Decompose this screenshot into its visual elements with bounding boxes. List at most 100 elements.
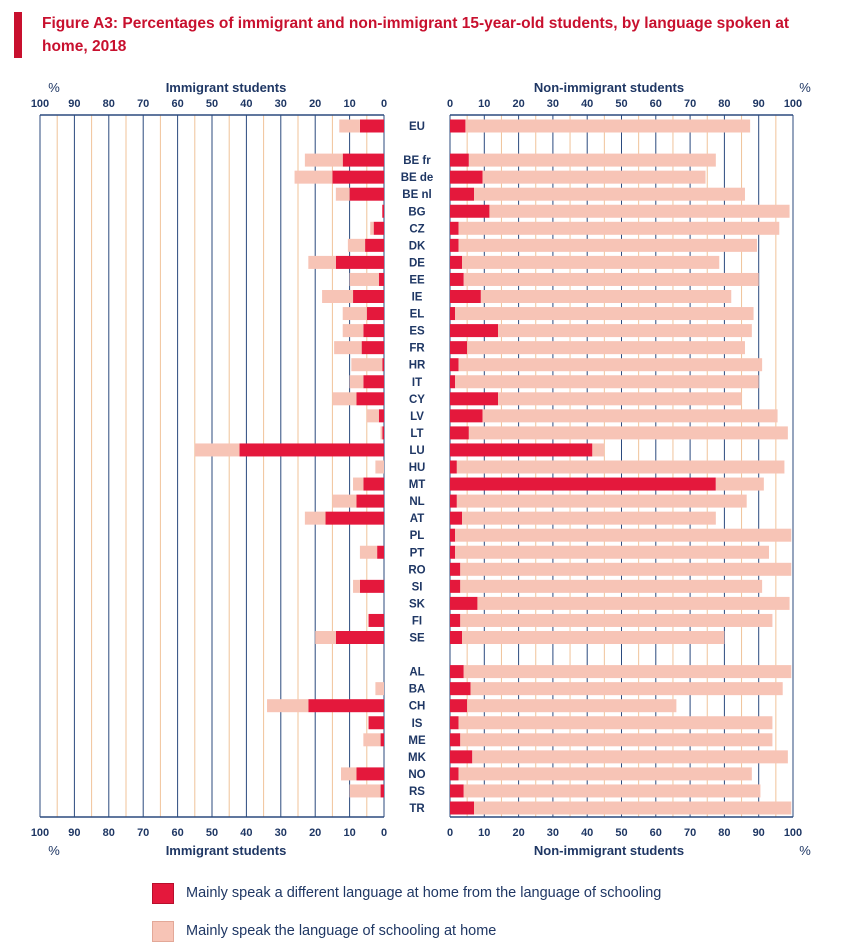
bar-immigrant-schooling-language (380, 426, 383, 440)
tick-label-immigrant-top: 70 (137, 98, 149, 110)
tick-label-non-immigrant-top: 40 (581, 98, 593, 110)
tick-label-immigrant-top: 50 (206, 98, 218, 110)
unit-label-bottom-left: % (48, 843, 60, 858)
bar-immigrant-different-language (353, 290, 384, 303)
bar-non-immigrant-schooling-language (474, 187, 745, 201)
bar-non-immigrant-different-language (450, 221, 459, 235)
category-label: EU (409, 121, 425, 133)
bar-immigrant-different-language (382, 426, 384, 440)
bar-immigrant-schooling-language (334, 341, 362, 355)
category-label: BE fr (403, 155, 431, 167)
bar-non-immigrant-different-language (450, 375, 456, 389)
title-accent-bar (14, 12, 22, 58)
tick-label-non-immigrant-top: 60 (650, 98, 662, 110)
bar-non-immigrant-different-language (450, 204, 490, 218)
bar-non-immigrant-schooling-language (455, 545, 769, 559)
tick-label-non-immigrant-bottom: 30 (547, 827, 559, 839)
bar-non-immigrant-different-language (450, 784, 464, 798)
category-label: ES (409, 326, 425, 338)
bar-non-immigrant-schooling-language (470, 682, 783, 696)
bar-non-immigrant-different-language (450, 443, 593, 457)
category-label: BA (409, 684, 426, 696)
bar-immigrant-schooling-language (315, 631, 336, 644)
bar-non-immigrant-different-language (450, 255, 463, 269)
tick-label-immigrant-bottom: 70 (137, 827, 149, 839)
category-label: DE (409, 257, 425, 269)
bar-non-immigrant-different-language (450, 460, 457, 474)
bar-non-immigrant-different-language (450, 392, 499, 406)
bar-immigrant-different-language (356, 767, 384, 781)
immigrant-panel-title-bottom: Immigrant students (166, 843, 287, 858)
bar-non-immigrant-schooling-language (456, 494, 747, 508)
bar-non-immigrant-different-language (450, 767, 459, 781)
bar-immigrant-schooling-language (342, 324, 364, 338)
category-label: IS (412, 718, 423, 730)
bar-immigrant-different-language (359, 119, 384, 133)
category-label: IT (412, 377, 422, 389)
category-label: MT (409, 479, 426, 491)
bar-non-immigrant-different-language (450, 153, 469, 167)
bar-non-immigrant-different-language (450, 545, 456, 559)
bar-non-immigrant-different-language (450, 290, 481, 303)
bar-immigrant-schooling-language (339, 119, 360, 133)
bar-non-immigrant-different-language (450, 409, 483, 423)
category-label: SK (409, 598, 426, 610)
bar-immigrant-schooling-language (363, 733, 381, 747)
bar-non-immigrant-schooling-language (462, 255, 720, 269)
bar-non-immigrant-schooling-language (460, 733, 773, 747)
bar-immigrant-schooling-language (304, 511, 326, 525)
tick-label-non-immigrant-top: 20 (512, 98, 524, 110)
category-label: NL (409, 496, 424, 508)
legend-swatch-schooling-language (152, 921, 174, 942)
bar-immigrant-schooling-language (349, 784, 381, 798)
bar-immigrant-schooling-language (332, 392, 357, 406)
tick-label-immigrant-bottom: 80 (103, 827, 115, 839)
bar-non-immigrant-different-language (450, 426, 469, 440)
bar-immigrant-different-language (356, 494, 384, 508)
bar-immigrant-different-language (239, 443, 384, 457)
tick-label-immigrant-bottom: 90 (68, 827, 80, 839)
tick-label-immigrant-top: 100 (31, 98, 49, 110)
category-label: PT (410, 547, 425, 559)
bar-immigrant-schooling-language (375, 460, 384, 474)
bar-immigrant-different-language (342, 153, 384, 167)
bar-non-immigrant-schooling-language (482, 409, 778, 423)
tick-label-immigrant-top: 10 (343, 98, 355, 110)
category-label: EL (410, 309, 425, 321)
bar-immigrant-different-language (373, 221, 384, 235)
bar-immigrant-schooling-language (294, 170, 333, 184)
bar-immigrant-different-language (382, 358, 384, 372)
category-label: CZ (409, 223, 424, 235)
bar-immigrant-schooling-language (335, 187, 350, 201)
bar-immigrant-schooling-language (370, 221, 374, 235)
bar-non-immigrant-different-language (450, 733, 461, 747)
category-label: LV (410, 411, 424, 423)
unit-label-bottom-right: % (799, 843, 811, 858)
bar-immigrant-different-language (325, 511, 384, 525)
bar-non-immigrant-schooling-language (592, 443, 605, 457)
category-label: EE (409, 274, 425, 286)
bar-immigrant-different-language (363, 477, 384, 491)
tick-label-non-immigrant-top: 70 (684, 98, 696, 110)
bar-non-immigrant-schooling-language (458, 716, 773, 730)
category-label: LU (409, 445, 424, 457)
category-label: NO (408, 769, 425, 781)
tick-label-non-immigrant-bottom: 100 (784, 827, 802, 839)
bar-non-immigrant-different-language (450, 324, 499, 338)
bar-non-immigrant-schooling-language (467, 341, 745, 355)
tick-label-non-immigrant-top: 100 (784, 98, 802, 110)
bar-non-immigrant-schooling-language (482, 170, 706, 184)
category-label: SI (412, 581, 423, 593)
tick-label-non-immigrant-bottom: 0 (447, 827, 453, 839)
bar-non-immigrant-different-language (450, 682, 471, 696)
category-label: ME (408, 735, 426, 747)
bar-non-immigrant-schooling-language (463, 784, 761, 798)
unit-label-top-right: % (799, 80, 811, 95)
bar-immigrant-different-language (380, 784, 384, 798)
bar-non-immigrant-schooling-language (463, 665, 792, 679)
bar-immigrant-different-language (361, 341, 384, 355)
bar-immigrant-different-language (308, 699, 384, 713)
tick-label-non-immigrant-bottom: 80 (718, 827, 730, 839)
bar-non-immigrant-schooling-language (472, 750, 788, 764)
bar-immigrant-schooling-language (353, 477, 364, 491)
